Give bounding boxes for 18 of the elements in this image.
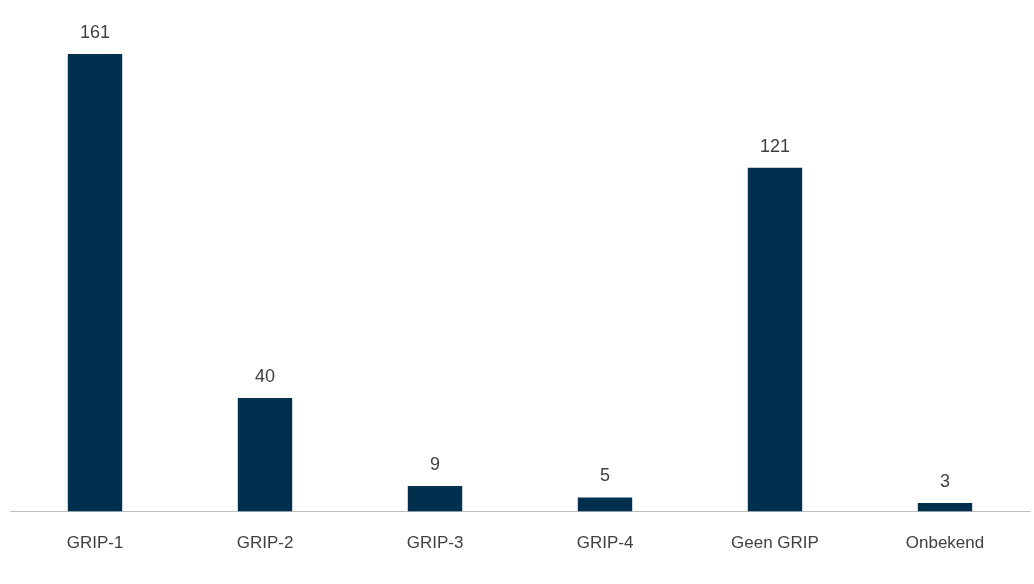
- x-tick-label: GRIP-4: [576, 533, 634, 553]
- x-tick-label: GRIP-1: [66, 533, 124, 553]
- data-label: 121: [759, 135, 791, 156]
- bar: [237, 397, 293, 512]
- data-label: 3: [939, 471, 951, 492]
- bar: [917, 503, 973, 512]
- x-tick-label: GRIP-3: [406, 533, 464, 553]
- x-tick-label: Geen GRIP: [731, 533, 819, 553]
- x-tick-label: Onbekend: [905, 533, 985, 553]
- x-tick-label: GRIP-2: [236, 533, 294, 553]
- bar: [747, 167, 803, 512]
- data-label: 5: [599, 465, 611, 486]
- bar: [577, 497, 633, 512]
- bar: [407, 486, 463, 512]
- bar: [67, 54, 123, 512]
- data-label: 40: [254, 365, 276, 386]
- data-label: 9: [429, 453, 441, 474]
- data-label: 161: [79, 21, 111, 42]
